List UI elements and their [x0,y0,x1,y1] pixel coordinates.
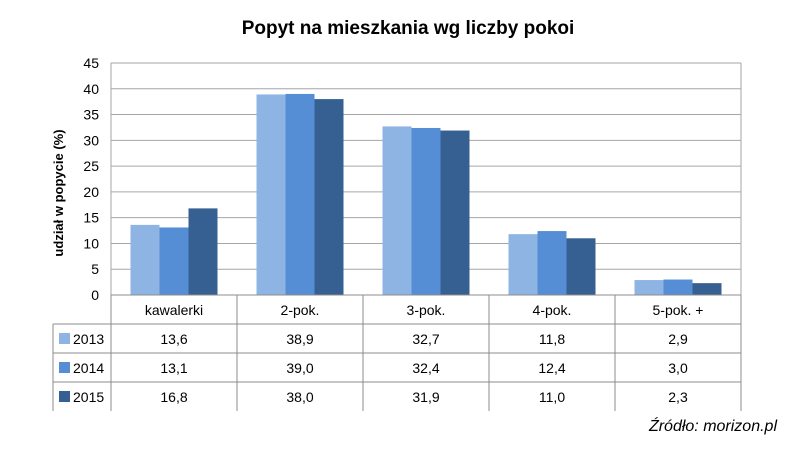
legend-label-2015: 2015 [73,389,104,405]
source-note: Źródło: morizon.pl [648,418,777,435]
legend-swatch-2014 [59,362,70,373]
y-tick-label-0: 0 [91,287,99,303]
chart-title: Popyt na mieszkania wg liczby pokoi [242,18,575,39]
legend-swatch-2015 [59,391,70,402]
data-label-2014-1: 13,1 [160,360,187,376]
bar-2013-2 [256,94,286,296]
bar-2013-4 [508,234,538,295]
bar-2015-1 [188,208,218,295]
data-label-2013-4: 11,8 [539,331,565,347]
data-label-2015-3: 31,9 [412,389,439,405]
bar-2015-3 [440,130,470,295]
category-label-2: 2-pok. [281,302,320,318]
y-tick-label-20: 20 [83,184,99,200]
data-label-2014-4: 12,4 [538,360,565,376]
y-tick-label-45: 45 [83,55,99,71]
legend-swatch-2013 [59,333,70,344]
legend-label-2013: 2013 [73,331,104,347]
data-label-2015-4: 11,0 [539,389,565,405]
y-tick-label-10: 10 [83,235,99,251]
data-label-2013-5: 2,9 [668,331,688,347]
legend-label-2014: 2014 [73,360,104,376]
category-label-3: 3-pok. [407,302,446,318]
bar-2014-4 [537,231,567,295]
category-label-4: 4-pok. [533,302,572,318]
category-label-5: 5-pok. + [653,302,704,318]
y-tick-label-30: 30 [83,132,99,148]
bar-2014-2 [285,93,315,295]
data-label-2014-5: 3,0 [668,360,688,376]
data-label-2013-2: 38,9 [286,331,313,347]
bar-2013-3 [382,126,412,295]
y-axis-label: udział w popycie (%) [51,129,66,256]
bar-2014-1 [159,227,189,295]
y-tick-label-5: 5 [91,261,99,277]
data-label-2013-1: 13,6 [160,331,187,347]
bar-2014-3 [411,127,441,296]
y-tick-label-40: 40 [83,81,99,97]
bar-2014-5 [663,279,693,295]
data-table: kawalerki 2-pok. 3-pok. 4-pok. 5-pok. + 2013 1… [52,294,742,411]
bars [130,93,722,296]
y-tick-label-25: 25 [83,158,99,174]
data-label-2015-1: 16,8 [160,389,187,405]
data-label-2014-3: 32,4 [412,360,439,376]
bar-2015-5 [692,283,722,295]
bar-2013-1 [130,224,160,295]
y-tick-label-15: 15 [83,210,99,226]
category-label-1: kawalerki [145,302,203,318]
data-label-2015-2: 38,0 [286,389,313,405]
bar-2013-5 [634,280,664,295]
data-label-2014-2: 39,0 [286,360,313,376]
data-label-2013-3: 32,7 [412,331,439,347]
y-axis-ticks: 0 5 10 15 20 25 30 35 40 45 [83,55,99,303]
bar-2015-2 [314,99,344,295]
bar-2015-4 [566,238,596,295]
data-label-2015-5: 2,3 [668,389,688,405]
y-tick-label-35: 35 [83,107,99,123]
